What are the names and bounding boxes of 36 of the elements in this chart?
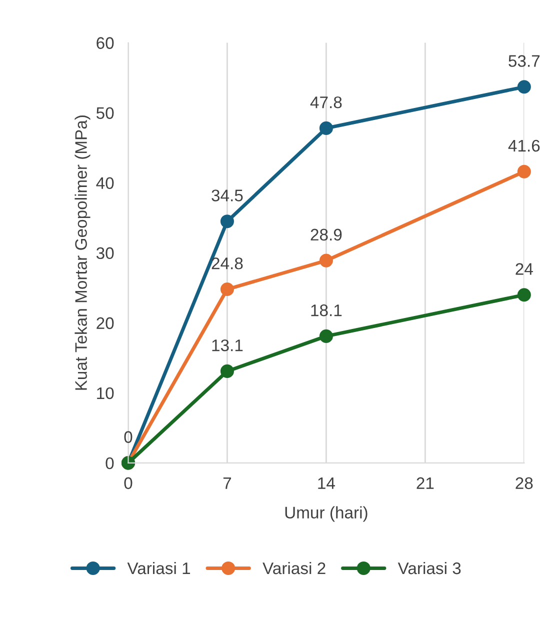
data-label: 53.7	[508, 55, 540, 67]
legend-label: Variasi 3	[398, 562, 461, 574]
y-tick-label: 30	[96, 247, 114, 260]
point	[220, 364, 234, 378]
data-label: 47.8	[310, 96, 342, 108]
data-label: 24.8	[212, 258, 243, 270]
data-label: 24	[516, 263, 533, 275]
y-axis-title: Kuat Tekan Mortar Geopolimer (MPa)	[74, 116, 90, 390]
y-tick-label: 20	[96, 317, 114, 330]
point	[319, 121, 333, 135]
y-tick-label: 40	[96, 177, 114, 190]
data-label: 34.5	[212, 190, 243, 202]
point	[517, 80, 531, 94]
y-tick-label: 0	[106, 457, 114, 470]
x-tick-label: 14	[318, 477, 335, 489]
legend-label: Variasi 2	[262, 562, 326, 574]
x-tick-label: 21	[416, 477, 434, 489]
point	[220, 214, 234, 228]
point	[517, 164, 531, 178]
x-tick-label: 0	[124, 477, 132, 490]
point	[319, 329, 333, 343]
data-label: 0	[124, 431, 132, 443]
data-label: 41.6	[508, 140, 540, 152]
x-axis-title: Umur (hari)	[285, 506, 368, 522]
legend-label: Variasi 1	[127, 562, 190, 574]
y-tick-label: 50	[96, 107, 114, 120]
data-label: 13.1	[212, 339, 243, 352]
point	[220, 282, 234, 296]
point	[517, 288, 531, 302]
x-tick-label: 7	[223, 477, 232, 489]
y-tick-label: 60	[96, 37, 114, 49]
data-label: 18.1	[311, 304, 342, 316]
data-label: 28.9	[310, 228, 342, 241]
y-tick-label: 10	[97, 387, 114, 400]
x-tick-label: 28	[516, 477, 533, 490]
point	[319, 254, 333, 268]
